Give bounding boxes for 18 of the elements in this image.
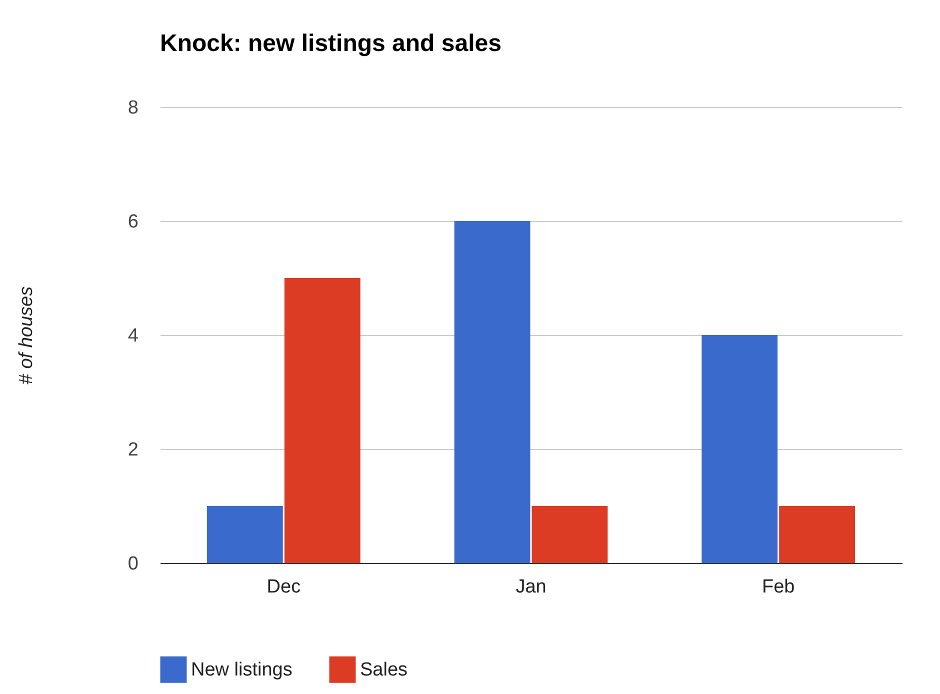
y-tick-label: 2 bbox=[128, 440, 138, 460]
chart-title: Knock: new listings and sales bbox=[160, 30, 502, 57]
y-axis-title: # of houses bbox=[16, 286, 37, 385]
y-tick-label: 0 bbox=[128, 554, 138, 574]
x-tick-label: Dec bbox=[266, 576, 301, 598]
y-tick-label: 6 bbox=[128, 212, 138, 232]
x-tick-label: Jan bbox=[516, 576, 546, 598]
x-tick-label: Feb bbox=[762, 576, 795, 598]
bar bbox=[779, 506, 856, 563]
legend-label: Sales bbox=[360, 660, 408, 681]
y-tick-label: 4 bbox=[128, 326, 139, 346]
legend-label: New listings bbox=[191, 660, 292, 681]
bar bbox=[454, 221, 530, 563]
bar bbox=[532, 506, 608, 563]
bar bbox=[284, 278, 360, 563]
bar bbox=[206, 506, 283, 563]
y-tick-label: 8 bbox=[128, 98, 138, 118]
bar bbox=[702, 335, 778, 563]
